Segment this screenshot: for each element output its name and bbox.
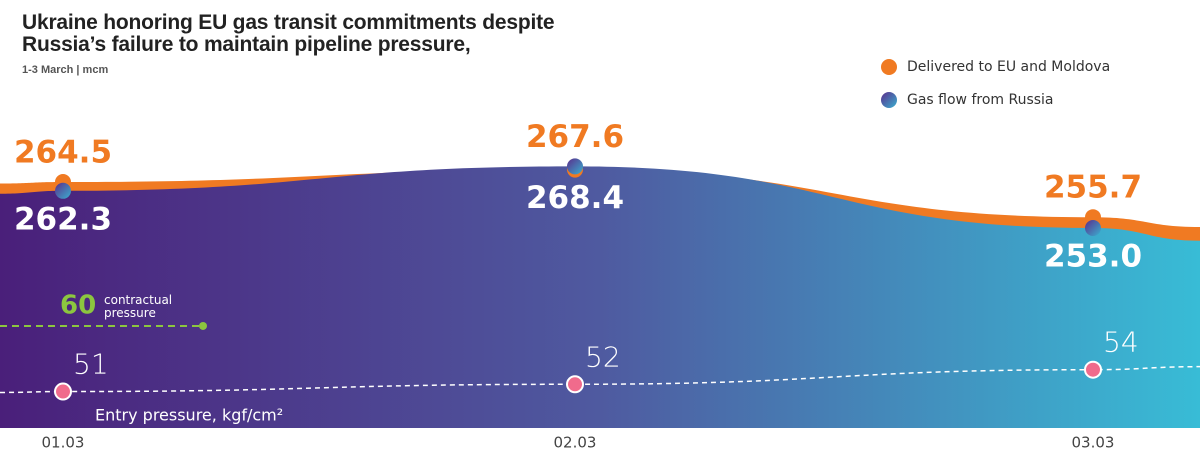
delivered-label: 264.5 [14, 135, 112, 171]
flow-dot [1085, 220, 1101, 236]
pressure-dot [54, 382, 72, 401]
flow-dot [55, 182, 71, 199]
flow-label: 253.0 [1044, 239, 1142, 275]
flow-label: 268.4 [526, 180, 624, 216]
pressure-dot [566, 375, 584, 394]
chart-title: Ukraine honoring EU gas transit commitme… [22, 11, 555, 56]
pressure-label: 51 [73, 348, 109, 381]
legend-label: Gas flow from Russia [907, 92, 1054, 108]
pressure-name: Entry pressure, kgf/cm² [95, 406, 283, 425]
contract-dot [199, 321, 207, 330]
flow-label: 262.3 [14, 201, 112, 237]
contract-label: contractual pressure [104, 293, 173, 320]
x-tick-label: 01.03 [42, 434, 85, 452]
area [0, 166, 1200, 428]
contract-value: 60 [60, 290, 96, 320]
x-tick-label: 02.03 [554, 434, 597, 452]
pressure-dot [1084, 360, 1102, 379]
flow-dot [567, 158, 583, 175]
legend-swatch [881, 59, 897, 75]
chart-subtitle: 1-3 March | mcm [22, 64, 109, 76]
delivered-label: 267.6 [526, 119, 624, 155]
delivered-label: 255.7 [1044, 170, 1142, 206]
legend-label: Delivered to EU and Moldova [907, 59, 1110, 75]
pressure-label: 54 [1103, 326, 1139, 359]
legend-swatch [881, 92, 897, 108]
pressure-label: 52 [585, 340, 621, 373]
x-tick-label: 03.03 [1072, 434, 1115, 452]
